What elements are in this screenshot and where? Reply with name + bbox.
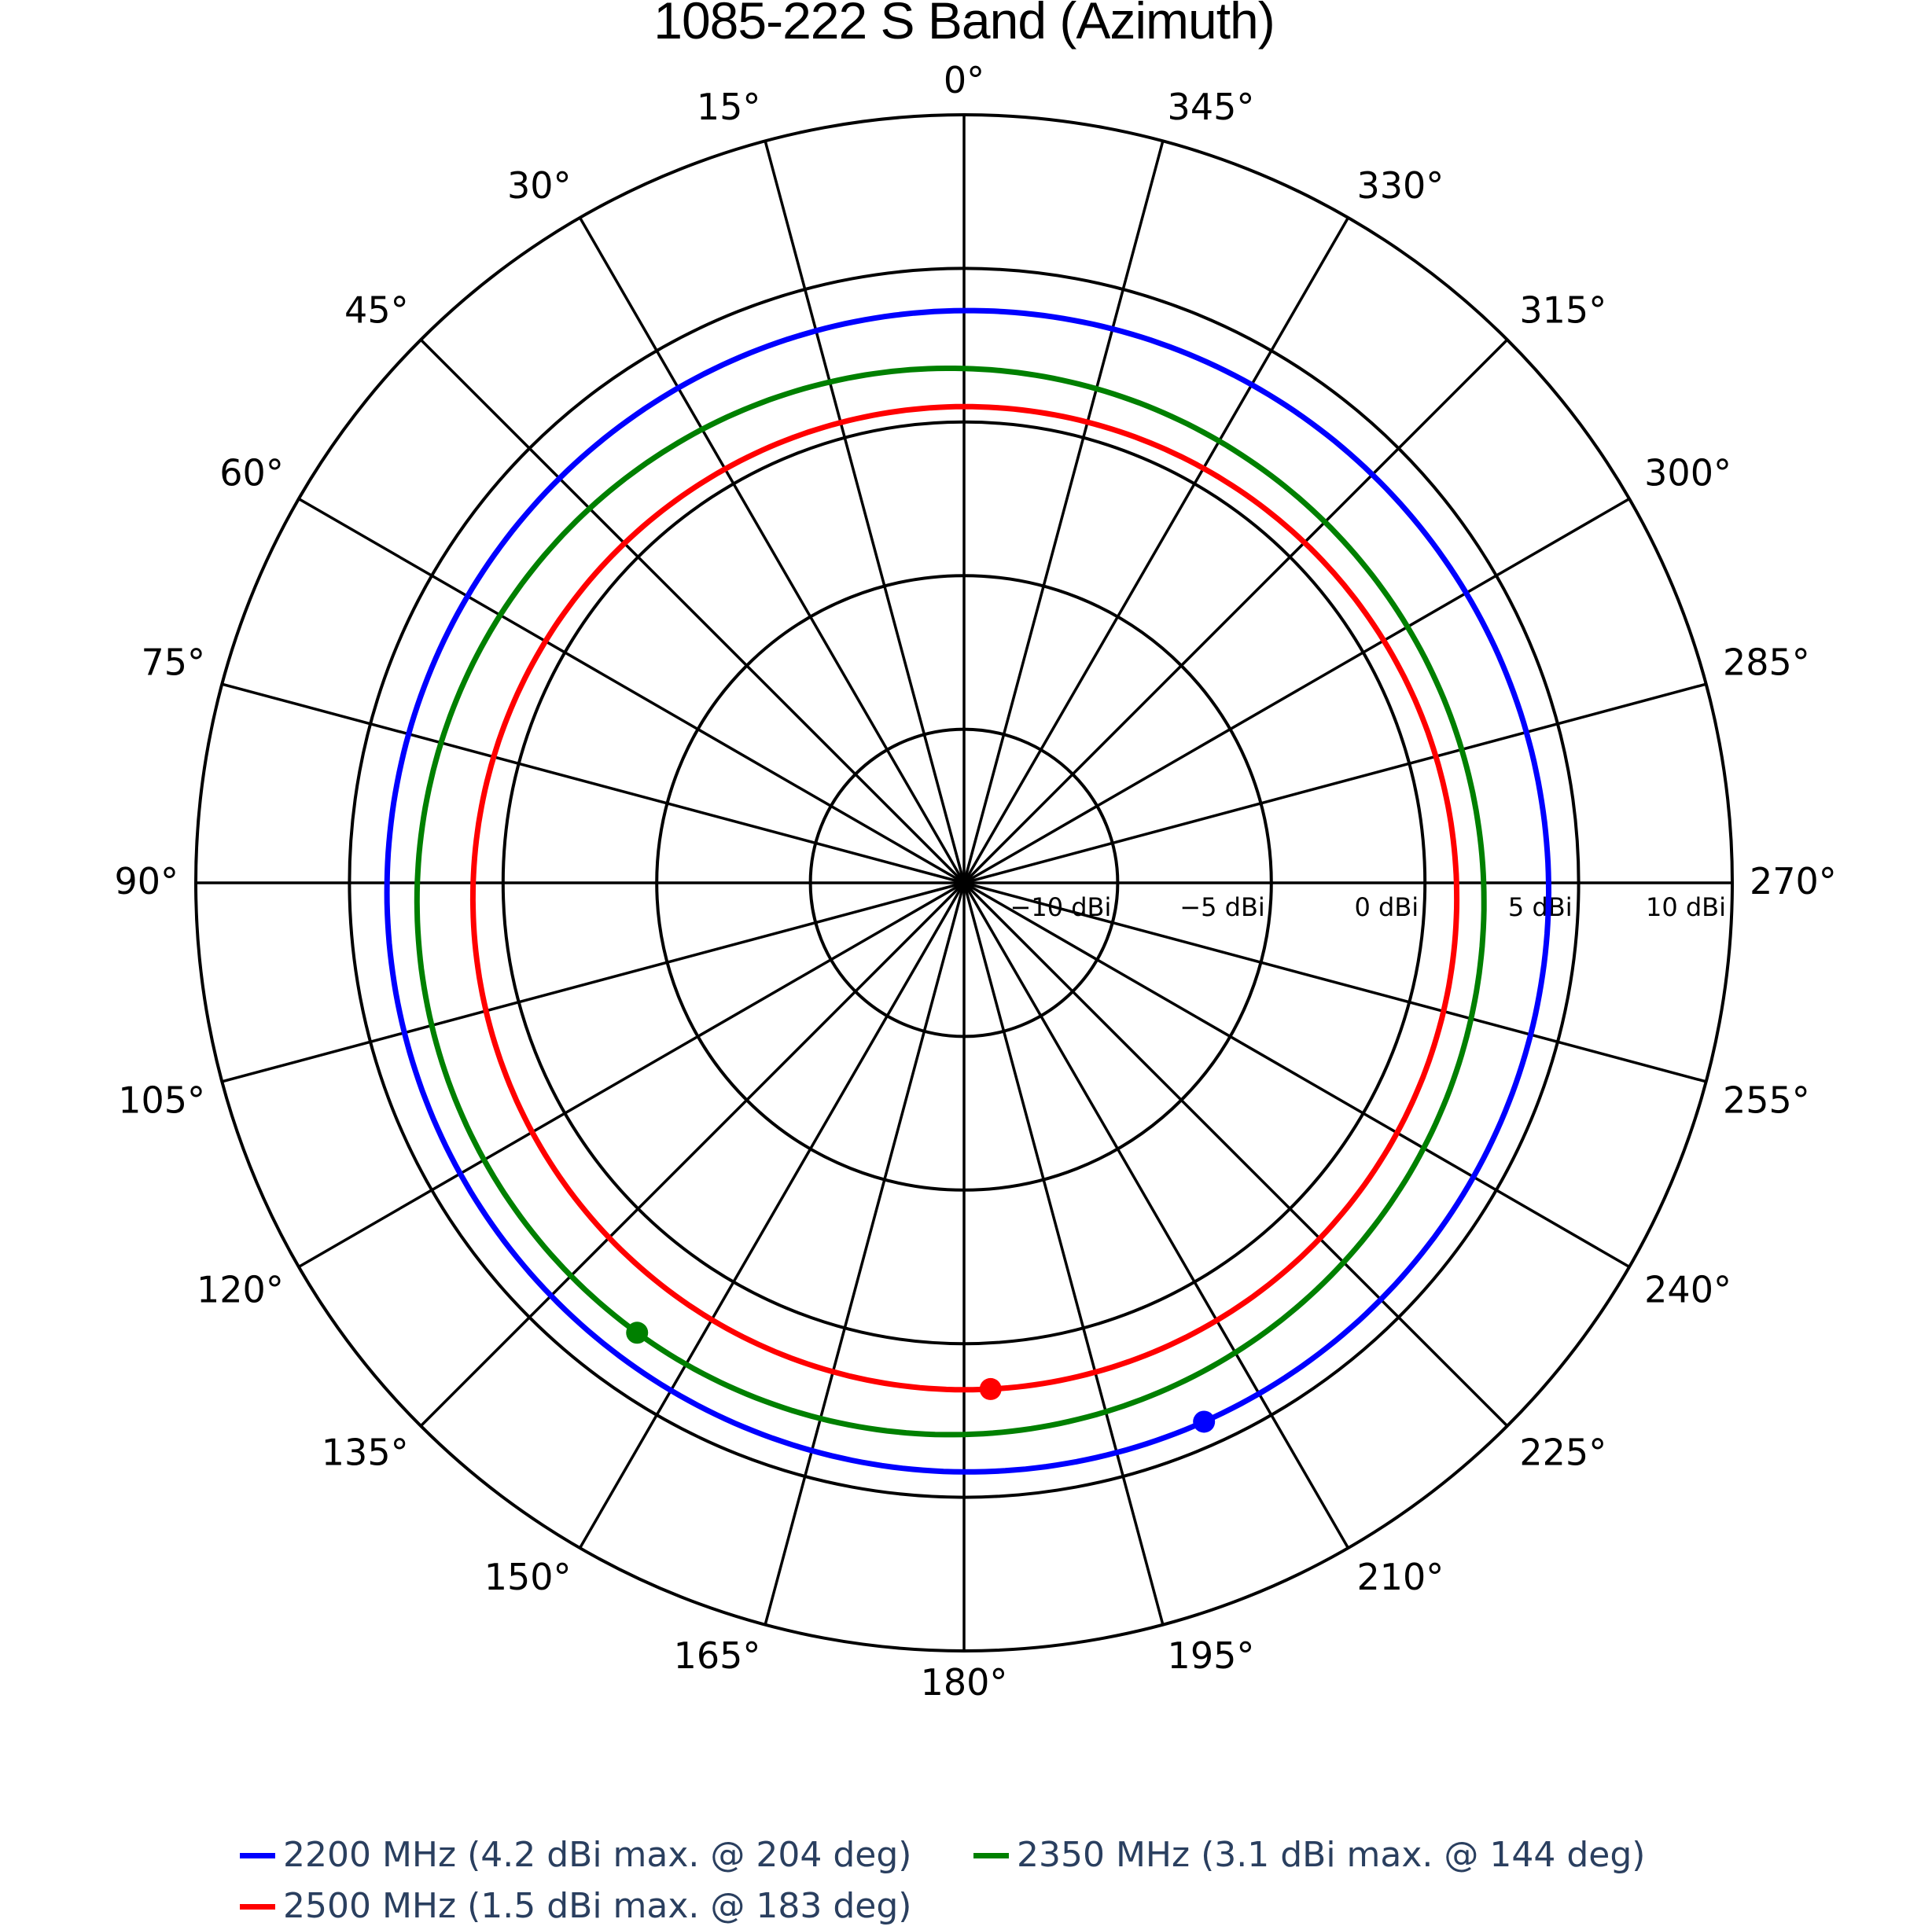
grid-spoke: [221, 682, 965, 884]
angular-tick-label: 150°: [484, 1556, 572, 1598]
series-line-2200: [384, 307, 1552, 1475]
angular-tick-label: 75°: [141, 641, 205, 683]
grid-spoke: [962, 881, 1509, 1428]
angular-grid-spokes: [196, 115, 1732, 1651]
chart-title: 1085-222 S Band (Azimuth): [653, 0, 1275, 50]
angular-tick-label: 210°: [1357, 1556, 1444, 1598]
grid-spoke: [578, 882, 966, 1549]
max-marker-2500: [979, 1377, 1002, 1400]
angular-tick-labels: 0° 15° 30° 45° 60° 75° 90° 105° 120° 135° 150° 165°…: [114, 59, 1836, 1704]
angular-tick-label: 30°: [507, 164, 572, 207]
grid-spoke: [962, 882, 1165, 1626]
radial-tick-label: 5 dBi: [1508, 892, 1573, 922]
grid-spoke: [764, 140, 966, 884]
grid-spoke: [963, 497, 1630, 884]
angular-tick-label: 45°: [344, 289, 409, 332]
radial-tick-label: 10 dBi: [1646, 892, 1726, 922]
grid-spoke: [419, 338, 966, 884]
angular-tick-label: 90°: [114, 860, 178, 903]
angular-tick-label: 0°: [944, 59, 984, 101]
angular-tick-label: 345°: [1168, 86, 1255, 128]
legend-label: 2200 MHz (4.2 dBi max. @ 204 deg): [283, 1835, 912, 1875]
legend-swatch-red: [240, 1903, 275, 1910]
angular-tick-label: 135°: [322, 1431, 409, 1473]
max-marker-2350: [626, 1322, 649, 1344]
angular-tick-label: 165°: [674, 1634, 761, 1677]
angular-tick-label: 105°: [118, 1079, 205, 1122]
grid-spoke: [963, 682, 1707, 884]
grid-spoke: [419, 881, 966, 1428]
series-line-2350: [414, 366, 1487, 1438]
series-line-2500: [469, 403, 1460, 1393]
angular-tick-label: 120°: [197, 1269, 284, 1311]
angular-tick-label: 315°: [1519, 289, 1606, 332]
radial-tick-label: −10 dBi: [1010, 892, 1112, 922]
grid-spoke: [963, 881, 1707, 1083]
grid-spoke: [221, 881, 965, 1083]
angular-tick-label: 180°: [921, 1661, 1008, 1704]
grid-spoke: [578, 217, 966, 884]
angular-tick-label: 330°: [1357, 164, 1444, 207]
radial-tick-label: 0 dBi: [1355, 892, 1419, 922]
legend-swatch-blue: [240, 1852, 275, 1858]
legend-label: 2500 MHz (1.5 dBi max. @ 183 deg): [283, 1886, 912, 1926]
max-marker-2200: [1193, 1410, 1216, 1433]
grid-spoke: [298, 881, 965, 1269]
angular-tick-label: 255°: [1723, 1079, 1810, 1122]
grid-spoke: [962, 338, 1509, 884]
angular-tick-label: 225°: [1519, 1431, 1606, 1473]
grid-spoke: [962, 217, 1350, 884]
angular-tick-label: 60°: [219, 452, 284, 494]
angular-tick-label: 195°: [1168, 1634, 1255, 1677]
legend-item-2350[interactable]: 2350 MHz (3.1 dBi max. @ 144 deg): [973, 1832, 1645, 1879]
legend-item-2200[interactable]: 2200 MHz (4.2 dBi max. @ 204 deg): [240, 1832, 911, 1879]
angular-tick-label: 15°: [697, 86, 761, 128]
grid-spoke: [962, 140, 1165, 884]
grid-spoke: [963, 881, 1630, 1269]
legend-swatch-green: [973, 1852, 1009, 1858]
radial-tick-labels: −10 dBi −5 dBi 0 dBi 5 dBi 10 dBi: [1010, 892, 1726, 922]
legend-label: 2350 MHz (3.1 dBi max. @ 144 deg): [1017, 1835, 1646, 1875]
radial-tick-label: −5 dBi: [1179, 892, 1265, 922]
legend-item-2500[interactable]: 2500 MHz (1.5 dBi max. @ 183 deg): [240, 1883, 911, 1930]
angular-tick-label: 285°: [1723, 641, 1810, 683]
angular-tick-label: 300°: [1644, 452, 1731, 494]
grid-spoke: [962, 882, 1350, 1549]
angular-tick-label: 270°: [1750, 860, 1837, 903]
angular-tick-label: 240°: [1644, 1269, 1731, 1311]
series-traces: [384, 307, 1552, 1475]
grid-spoke: [764, 882, 966, 1626]
grid-spoke: [298, 497, 965, 884]
